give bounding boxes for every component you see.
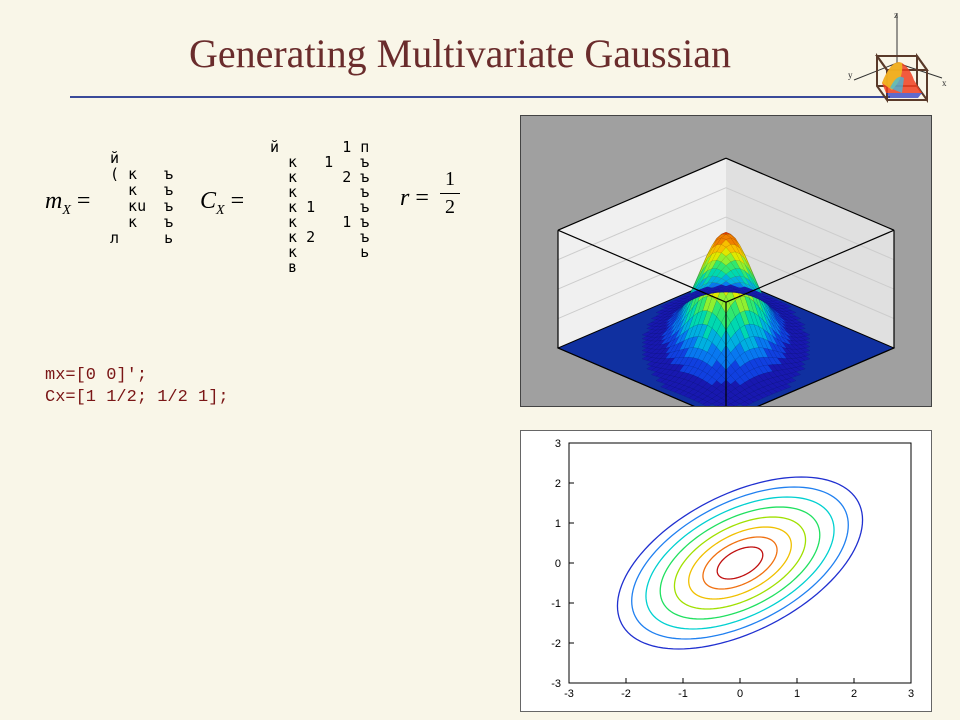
svg-text:z: z: [894, 10, 898, 20]
contour-plot-svg: -3 -2 -1 0 1 2 3 -3 -2 -1 0 1 2 3: [521, 431, 931, 711]
svg-text:-3: -3: [551, 678, 561, 690]
svg-text:3: 3: [908, 688, 914, 700]
svg-text:0: 0: [737, 688, 743, 700]
svg-text:0: 0: [555, 558, 561, 570]
svg-text:x: x: [942, 78, 947, 88]
r-numerator: 1: [440, 168, 460, 191]
mx-matrix-glyphs: й ( к ъ к ъ кu ъ к ъ л ь: [110, 150, 173, 246]
surface-plot: [520, 115, 932, 407]
cx-matrix-glyphs: й 1 п к 1 ъ к 2 ъ к ъ к 1 ъ к 1 ъ к 2 ъ …: [270, 140, 369, 275]
svg-text:y: y: [848, 70, 853, 80]
svg-text:-1: -1: [678, 688, 688, 700]
svg-text:-2: -2: [621, 688, 631, 700]
svg-text:3: 3: [555, 438, 561, 450]
r-denominator: 2: [440, 196, 460, 219]
cx-subscript: X: [216, 203, 225, 218]
contour-plot: -3 -2 -1 0 1 2 3 -3 -2 -1 0 1 2 3: [520, 430, 932, 712]
r-letter: r: [400, 185, 409, 211]
code-line: mx=[0 0]';: [45, 366, 147, 385]
svg-text:2: 2: [555, 478, 561, 490]
mx-symbol: mX =: [45, 188, 90, 219]
svg-text:1: 1: [794, 688, 800, 700]
svg-text:1: 1: [555, 518, 561, 530]
matlab-logo: z x y: [842, 8, 952, 118]
surface-plot-svg: [521, 116, 931, 406]
mx-letter: m: [45, 188, 62, 214]
svg-text:-2: -2: [551, 638, 561, 650]
svg-text:-1: -1: [551, 598, 561, 610]
code-line: Cx=[1 1/2; 1/2 1];: [45, 388, 229, 407]
page-title: Generating Multivariate Gaussian: [0, 30, 920, 77]
cx-letter: C: [200, 188, 216, 214]
mx-subscript: X: [62, 203, 71, 218]
svg-text:2: 2: [851, 688, 857, 700]
r-fraction: 1 2: [440, 168, 460, 219]
title-divider: [70, 96, 890, 98]
slide: Generating Multivariate Gaussian z x y: [0, 0, 960, 720]
r-symbol: r =: [400, 185, 429, 212]
cx-symbol: CX =: [200, 188, 244, 219]
formula-block: mX = й ( к ъ к ъ кu ъ к ъ л ь CX = й 1 п…: [45, 130, 485, 320]
svg-text:-3: -3: [564, 688, 574, 700]
code-block: mx=[0 0]'; Cx=[1 1/2; 1/2 1];: [45, 365, 229, 409]
r-fraction-bar: [440, 193, 460, 194]
